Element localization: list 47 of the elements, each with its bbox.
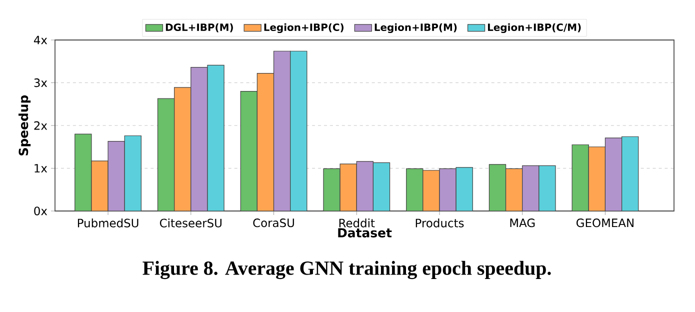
x-tick-label: GEOMEAN: [576, 218, 634, 228]
legend-label: DGL+IBP(M): [166, 23, 233, 32]
y-tick-label: 2x: [34, 121, 48, 130]
bar: [74, 134, 92, 211]
bar: [506, 168, 522, 211]
bar: [207, 65, 224, 211]
bar: [456, 167, 473, 211]
bar: [406, 168, 423, 211]
bar: [538, 166, 556, 211]
x-tick-label: CiteseerSU: [160, 218, 222, 228]
bar: [588, 146, 606, 211]
y-tick-label: 0x: [34, 206, 48, 216]
x-tick-label: Reddit: [339, 218, 375, 228]
bar: [290, 51, 307, 211]
bar: [174, 87, 191, 211]
bar: [257, 73, 274, 211]
bar: [622, 136, 639, 211]
bar: [522, 166, 539, 211]
bar: [91, 160, 108, 211]
text: Figure 8. Average GNN training epoch speedup.: [142, 260, 551, 280]
bar: [340, 164, 357, 211]
bar: [604, 138, 622, 211]
bar: [108, 141, 125, 211]
legend-label: Legion+IBP(M): [374, 23, 457, 34]
y-tick-label: 4x: [34, 36, 48, 44]
x-tick-label: PubmedSU: [78, 218, 138, 228]
x-tick-label: CoraSU: [253, 218, 294, 228]
bar: [323, 168, 340, 211]
bar: [489, 164, 506, 211]
legend-label: Legion+IBP(C): [264, 23, 344, 34]
y-tick-label: 1x: [34, 164, 48, 172]
bar: [274, 51, 290, 211]
x-tick-label: Products: [416, 218, 464, 228]
bar: [124, 136, 142, 211]
legend-label: Legion+IBP(C/M): [488, 23, 581, 34]
x-axis-title: Dataset: [338, 228, 392, 238]
y-axis-title: Speedup: [18, 95, 31, 156]
y-tick-label: 3x: [34, 78, 48, 88]
bar: [240, 91, 258, 211]
bar: [440, 168, 456, 211]
bar: [190, 67, 208, 211]
bar: [158, 98, 174, 211]
x-tick-label: MAG: [510, 218, 535, 228]
bar: [356, 161, 374, 211]
bar: [373, 162, 390, 211]
bar: [572, 144, 589, 211]
bar: [422, 170, 440, 211]
